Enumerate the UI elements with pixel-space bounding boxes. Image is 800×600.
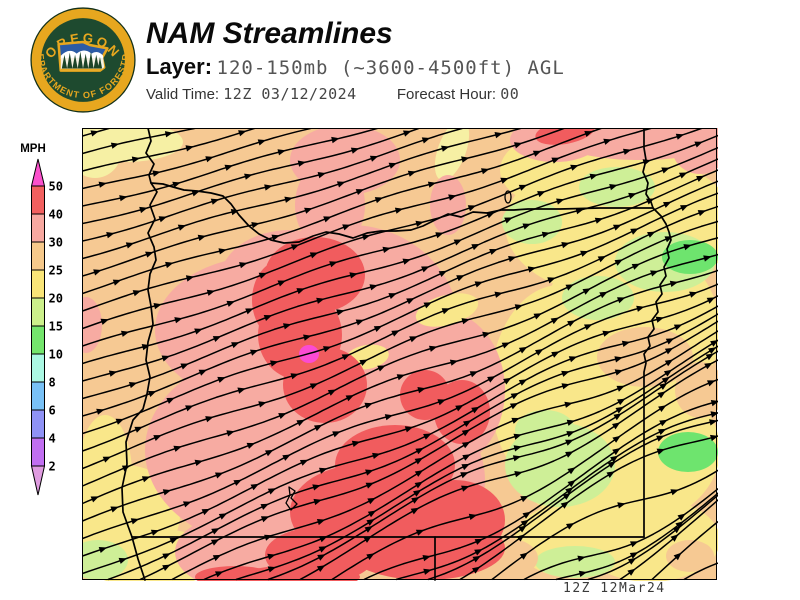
forecast-hour-value: 00 (500, 85, 520, 103)
map-timestamp: 12Z 12Mar24 (563, 581, 666, 596)
legend-tick-label: 6 (49, 404, 56, 418)
valid-time-label: Valid Time: (146, 86, 220, 103)
layer-label: Layer: (146, 54, 213, 79)
wa-id-border (642, 127, 654, 209)
layer-value: 120-150mb (~3600-4500ft) AGL (216, 57, 565, 79)
layer-line: Layer: 120-150mb (~3600-4500ft) AGL (146, 54, 786, 80)
legend-svg: MPH 50 40 30 25 20 15 10 8 6 4 2 (20, 143, 63, 496)
legend-tick-label: 50 (49, 180, 63, 194)
klamath-lake (285, 486, 298, 511)
region-fills (67, 116, 735, 590)
page-title: NAM Streamlines (146, 17, 393, 50)
odf-logo: OREGON DEPARTMENT OF FORESTRY (30, 7, 136, 113)
legend-tick-label: 4 (49, 432, 56, 446)
coast (121, 127, 158, 581)
streamline-arrows (90, 130, 720, 578)
snake-border (643, 207, 672, 538)
logo-trees (61, 51, 103, 69)
map-frame (82, 128, 717, 580)
legend-tick-label: 40 (49, 208, 63, 222)
valid-time-value: 12Z 03/12/2024 (223, 85, 357, 103)
north-border (150, 182, 654, 244)
map-wrap (67, 116, 735, 590)
legend-bar: MPH (20, 143, 46, 496)
legend-tick-label: 15 (49, 320, 63, 334)
state-borders (121, 127, 672, 581)
valid-time-line: Valid Time: 12Z 03/12/2024 Forecast Hour… (146, 85, 786, 103)
legend-units-label: MPH (20, 143, 46, 155)
legend-tick-label: 30 (49, 236, 63, 250)
logo-mountain (60, 50, 104, 59)
legend-tick-label: 20 (49, 292, 63, 306)
legend-tick-label: 8 (49, 376, 56, 390)
forecast-hour-label: Forecast Hour: (396, 86, 497, 103)
legend-tick-label: 25 (49, 264, 63, 278)
small-lake (504, 190, 512, 204)
legend-tick-label: 10 (49, 348, 63, 362)
wind-speed-legend: MPH 50 40 30 25 20 15 10 8 6 4 2 (10, 140, 80, 517)
logo-state-emblem (57, 40, 109, 72)
streamline-map-svg (67, 116, 735, 590)
legend-ticks: 50 40 30 25 20 15 10 8 6 4 2 (31, 180, 63, 474)
legend-tick-label: 2 (49, 460, 56, 474)
header: NAM Streamlines Layer: 120-150mb (~3600-… (146, 16, 786, 103)
